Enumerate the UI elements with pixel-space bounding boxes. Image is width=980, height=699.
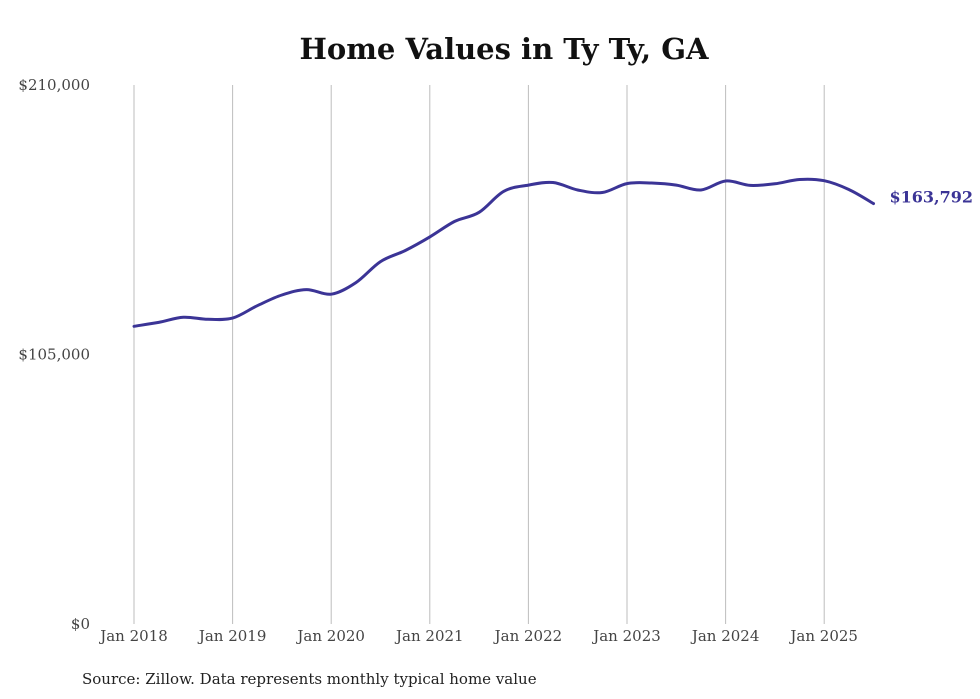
x-tick-label: Jan 2025 [788, 627, 858, 645]
x-axis-ticks: Jan 2018 Jan 2019 Jan 2020 Jan 2021 Jan 2022… [98, 627, 858, 645]
y-axis-ticks: $0 $105,000 $210,000 [18, 76, 90, 633]
x-tick-label: Jan 2022 [493, 627, 563, 645]
source-note: Source: Zillow. Data represents monthly … [82, 670, 537, 688]
y-tick-label: $105,000 [18, 346, 90, 364]
x-tick-label: Jan 2023 [591, 627, 661, 645]
x-tick-label: Jan 2018 [98, 627, 168, 645]
x-tick-label: Jan 2024 [690, 627, 760, 645]
series-line [132, 177, 875, 328]
y-tick-label: $0 [71, 615, 90, 633]
y-tick-label: $210,000 [18, 76, 90, 94]
x-tick-label: Jan 2019 [197, 627, 267, 645]
gridlines [133, 85, 825, 624]
x-tick-label: Jan 2021 [394, 627, 464, 645]
x-tick-label: Jan 2020 [295, 627, 365, 645]
end-value-label: $163,792 [890, 188, 974, 207]
chart-title: Home Values in Ty Ty, GA [299, 32, 709, 66]
